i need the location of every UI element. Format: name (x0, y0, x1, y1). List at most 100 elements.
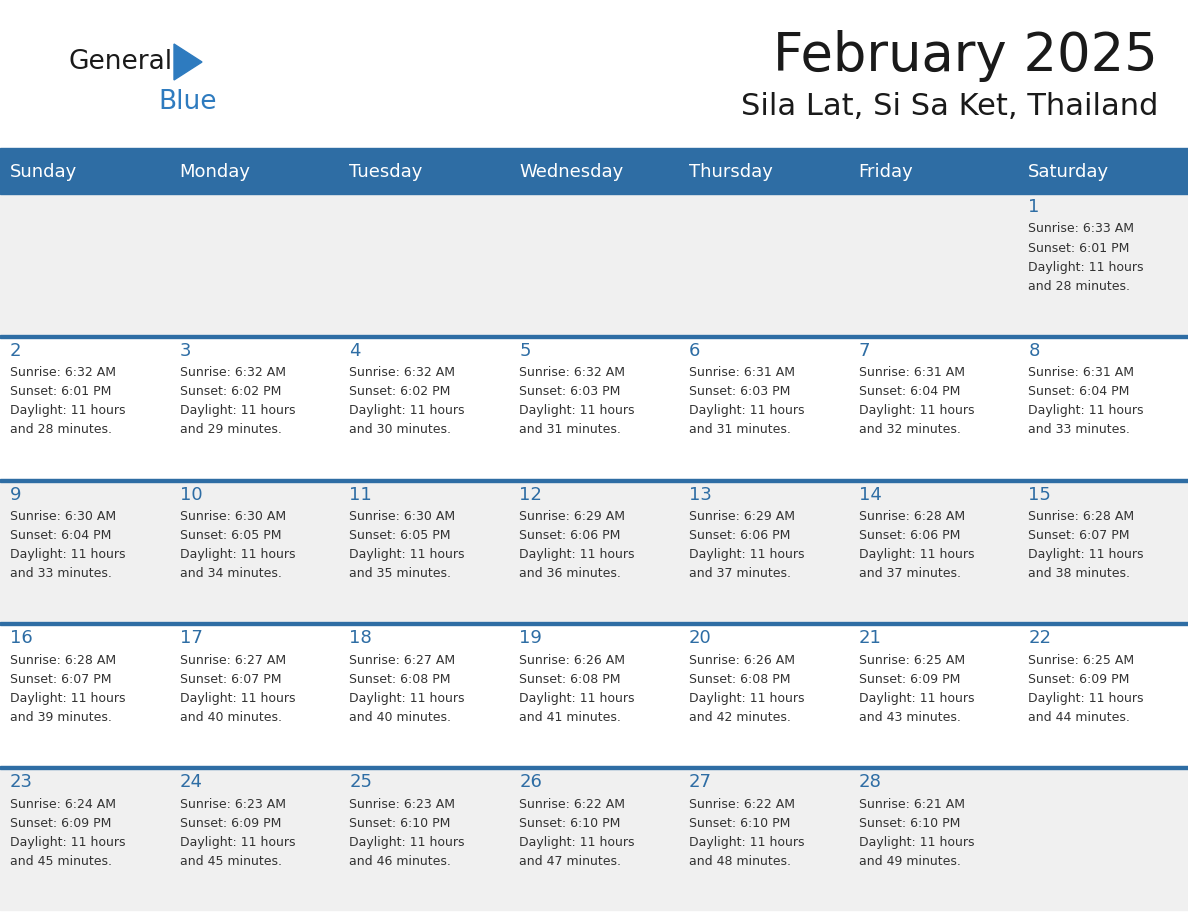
Text: and 43 minutes.: and 43 minutes. (859, 711, 960, 724)
Text: Friday: Friday (859, 163, 914, 181)
Text: Daylight: 11 hours: Daylight: 11 hours (1029, 404, 1144, 418)
Text: Sunrise: 6:30 AM: Sunrise: 6:30 AM (10, 510, 116, 523)
Text: Daylight: 11 hours: Daylight: 11 hours (179, 692, 295, 705)
Bar (0, 478, 1188, 622)
Text: 1: 1 (1029, 198, 1040, 216)
Text: Sunrise: 6:30 AM: Sunrise: 6:30 AM (349, 510, 455, 523)
Text: Sunrise: 6:25 AM: Sunrise: 6:25 AM (1029, 654, 1135, 666)
Text: 19: 19 (519, 630, 542, 647)
Text: Daylight: 11 hours: Daylight: 11 hours (859, 548, 974, 561)
Text: Sunset: 6:10 PM: Sunset: 6:10 PM (349, 817, 450, 830)
Text: Sunrise: 6:31 AM: Sunrise: 6:31 AM (859, 366, 965, 379)
Text: Daylight: 11 hours: Daylight: 11 hours (179, 548, 295, 561)
Text: and 37 minutes.: and 37 minutes. (689, 567, 791, 580)
Text: and 30 minutes.: and 30 minutes. (349, 423, 451, 436)
Text: and 44 minutes.: and 44 minutes. (1029, 711, 1130, 724)
Text: Sunset: 6:09 PM: Sunset: 6:09 PM (1029, 673, 1130, 686)
Text: Daylight: 11 hours: Daylight: 11 hours (689, 404, 804, 418)
Bar (0, 478, 1188, 482)
Text: 26: 26 (519, 773, 542, 791)
Text: Sunset: 6:03 PM: Sunset: 6:03 PM (519, 386, 620, 398)
Text: 5: 5 (519, 341, 531, 360)
Bar (0, 148, 1188, 153)
Text: Sunday: Sunday (10, 163, 77, 181)
Text: Sunrise: 6:22 AM: Sunrise: 6:22 AM (519, 798, 625, 811)
Text: and 45 minutes.: and 45 minutes. (179, 855, 282, 868)
Text: 10: 10 (179, 486, 202, 504)
Text: Sunset: 6:09 PM: Sunset: 6:09 PM (859, 673, 960, 686)
Text: Daylight: 11 hours: Daylight: 11 hours (10, 404, 126, 418)
Text: Sunrise: 6:26 AM: Sunrise: 6:26 AM (689, 654, 795, 666)
Text: and 39 minutes.: and 39 minutes. (10, 711, 112, 724)
Text: 8: 8 (1029, 341, 1040, 360)
Text: Sunset: 6:06 PM: Sunset: 6:06 PM (519, 529, 620, 543)
Text: Daylight: 11 hours: Daylight: 11 hours (519, 692, 634, 705)
Text: Blue: Blue (158, 89, 216, 115)
Text: Daylight: 11 hours: Daylight: 11 hours (689, 692, 804, 705)
Text: and 45 minutes.: and 45 minutes. (10, 855, 112, 868)
Text: and 33 minutes.: and 33 minutes. (1029, 423, 1130, 436)
Bar (0, 191, 1188, 194)
Text: 21: 21 (859, 630, 881, 647)
Text: Sunrise: 6:32 AM: Sunrise: 6:32 AM (179, 366, 286, 379)
Text: and 29 minutes.: and 29 minutes. (179, 423, 282, 436)
Bar (0, 335, 1188, 478)
Text: Sunset: 6:06 PM: Sunset: 6:06 PM (689, 529, 790, 543)
Text: Sunrise: 6:26 AM: Sunrise: 6:26 AM (519, 654, 625, 666)
Text: 25: 25 (349, 773, 372, 791)
Text: Sunrise: 6:31 AM: Sunrise: 6:31 AM (689, 366, 795, 379)
Text: 16: 16 (10, 630, 33, 647)
Bar (0, 335, 1188, 338)
Text: and 31 minutes.: and 31 minutes. (519, 423, 621, 436)
Text: Sunset: 6:01 PM: Sunset: 6:01 PM (1029, 241, 1130, 254)
Text: Sunrise: 6:23 AM: Sunrise: 6:23 AM (179, 798, 286, 811)
Text: Daylight: 11 hours: Daylight: 11 hours (519, 548, 634, 561)
Text: Daylight: 11 hours: Daylight: 11 hours (349, 692, 465, 705)
Text: Daylight: 11 hours: Daylight: 11 hours (519, 835, 634, 849)
Text: Sunset: 6:07 PM: Sunset: 6:07 PM (1029, 529, 1130, 543)
Text: Sunset: 6:09 PM: Sunset: 6:09 PM (179, 817, 282, 830)
Text: General: General (68, 49, 172, 75)
Text: Sunset: 6:07 PM: Sunset: 6:07 PM (179, 673, 282, 686)
Text: 4: 4 (349, 341, 361, 360)
Text: Sunrise: 6:29 AM: Sunrise: 6:29 AM (689, 510, 795, 523)
Text: 15: 15 (1029, 486, 1051, 504)
Text: Sunset: 6:09 PM: Sunset: 6:09 PM (10, 817, 112, 830)
Text: Sunset: 6:05 PM: Sunset: 6:05 PM (179, 529, 282, 543)
Text: Daylight: 11 hours: Daylight: 11 hours (179, 835, 295, 849)
Text: and 28 minutes.: and 28 minutes. (1029, 279, 1130, 293)
Text: Sunrise: 6:24 AM: Sunrise: 6:24 AM (10, 798, 116, 811)
Text: Sunset: 6:05 PM: Sunset: 6:05 PM (349, 529, 451, 543)
Bar (0, 622, 1188, 767)
Text: Sunrise: 6:27 AM: Sunrise: 6:27 AM (349, 654, 455, 666)
Text: 18: 18 (349, 630, 372, 647)
Text: Sunrise: 6:29 AM: Sunrise: 6:29 AM (519, 510, 625, 523)
Text: and 32 minutes.: and 32 minutes. (859, 423, 960, 436)
Text: Daylight: 11 hours: Daylight: 11 hours (10, 835, 126, 849)
Text: Daylight: 11 hours: Daylight: 11 hours (349, 548, 465, 561)
Text: Sunrise: 6:30 AM: Sunrise: 6:30 AM (179, 510, 286, 523)
Bar (0, 767, 1188, 910)
Text: Tuesday: Tuesday (349, 163, 423, 181)
Text: Sunset: 6:01 PM: Sunset: 6:01 PM (10, 386, 112, 398)
Polygon shape (173, 44, 202, 80)
Text: and 35 minutes.: and 35 minutes. (349, 567, 451, 580)
Text: Daylight: 11 hours: Daylight: 11 hours (689, 548, 804, 561)
Text: Sunset: 6:04 PM: Sunset: 6:04 PM (1029, 386, 1130, 398)
Text: Sunrise: 6:27 AM: Sunrise: 6:27 AM (179, 654, 286, 666)
Text: Sunrise: 6:22 AM: Sunrise: 6:22 AM (689, 798, 795, 811)
Text: Sunset: 6:08 PM: Sunset: 6:08 PM (689, 673, 790, 686)
Text: and 42 minutes.: and 42 minutes. (689, 711, 791, 724)
Bar (0, 767, 1188, 769)
Text: Daylight: 11 hours: Daylight: 11 hours (689, 835, 804, 849)
Text: February 2025: February 2025 (773, 30, 1158, 83)
Text: Sunset: 6:10 PM: Sunset: 6:10 PM (519, 817, 620, 830)
Text: Sunset: 6:03 PM: Sunset: 6:03 PM (689, 386, 790, 398)
Text: and 40 minutes.: and 40 minutes. (179, 711, 282, 724)
Text: Wednesday: Wednesday (519, 163, 624, 181)
Text: Sila Lat, Si Sa Ket, Thailand: Sila Lat, Si Sa Ket, Thailand (740, 92, 1158, 121)
Text: 9: 9 (10, 486, 21, 504)
Text: Daylight: 11 hours: Daylight: 11 hours (1029, 692, 1144, 705)
Text: and 38 minutes.: and 38 minutes. (1029, 567, 1130, 580)
Text: 24: 24 (179, 773, 203, 791)
